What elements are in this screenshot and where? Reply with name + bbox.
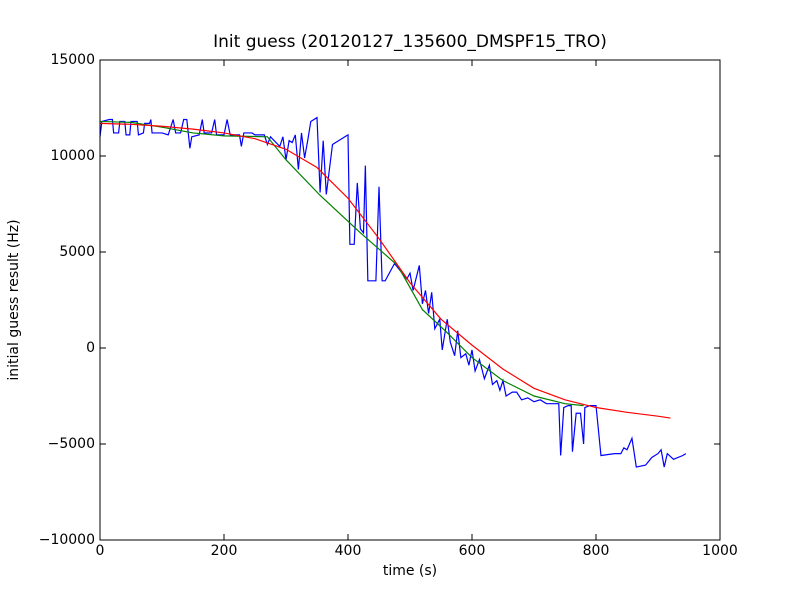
x-tick-label: 800 xyxy=(583,543,610,559)
x-axis-label: time (s) xyxy=(383,563,437,579)
chart-title: Init guess (20120127_135600_DMSPF15_TRO) xyxy=(213,32,607,52)
y-axis-label: initial guess result (Hz) xyxy=(6,219,22,380)
x-tick-label: 200 xyxy=(211,543,238,559)
y-tick-label: 5000 xyxy=(59,244,95,260)
x-tick-label: 400 xyxy=(335,543,362,559)
data-line xyxy=(99,122,671,419)
x-tick-label: 600 xyxy=(459,543,486,559)
y-tick-label: 0 xyxy=(86,340,95,356)
y-tick-label: 10000 xyxy=(50,148,95,164)
y-tick-label: −5000 xyxy=(48,436,95,452)
data-line xyxy=(99,120,584,407)
x-tick-label: 1000 xyxy=(702,543,738,559)
y-tick-label: −10000 xyxy=(39,532,95,548)
plot-frame xyxy=(99,59,721,541)
x-tick-label: 0 xyxy=(96,543,105,559)
y-tick-label: 15000 xyxy=(50,52,95,68)
data-line xyxy=(99,116,687,468)
